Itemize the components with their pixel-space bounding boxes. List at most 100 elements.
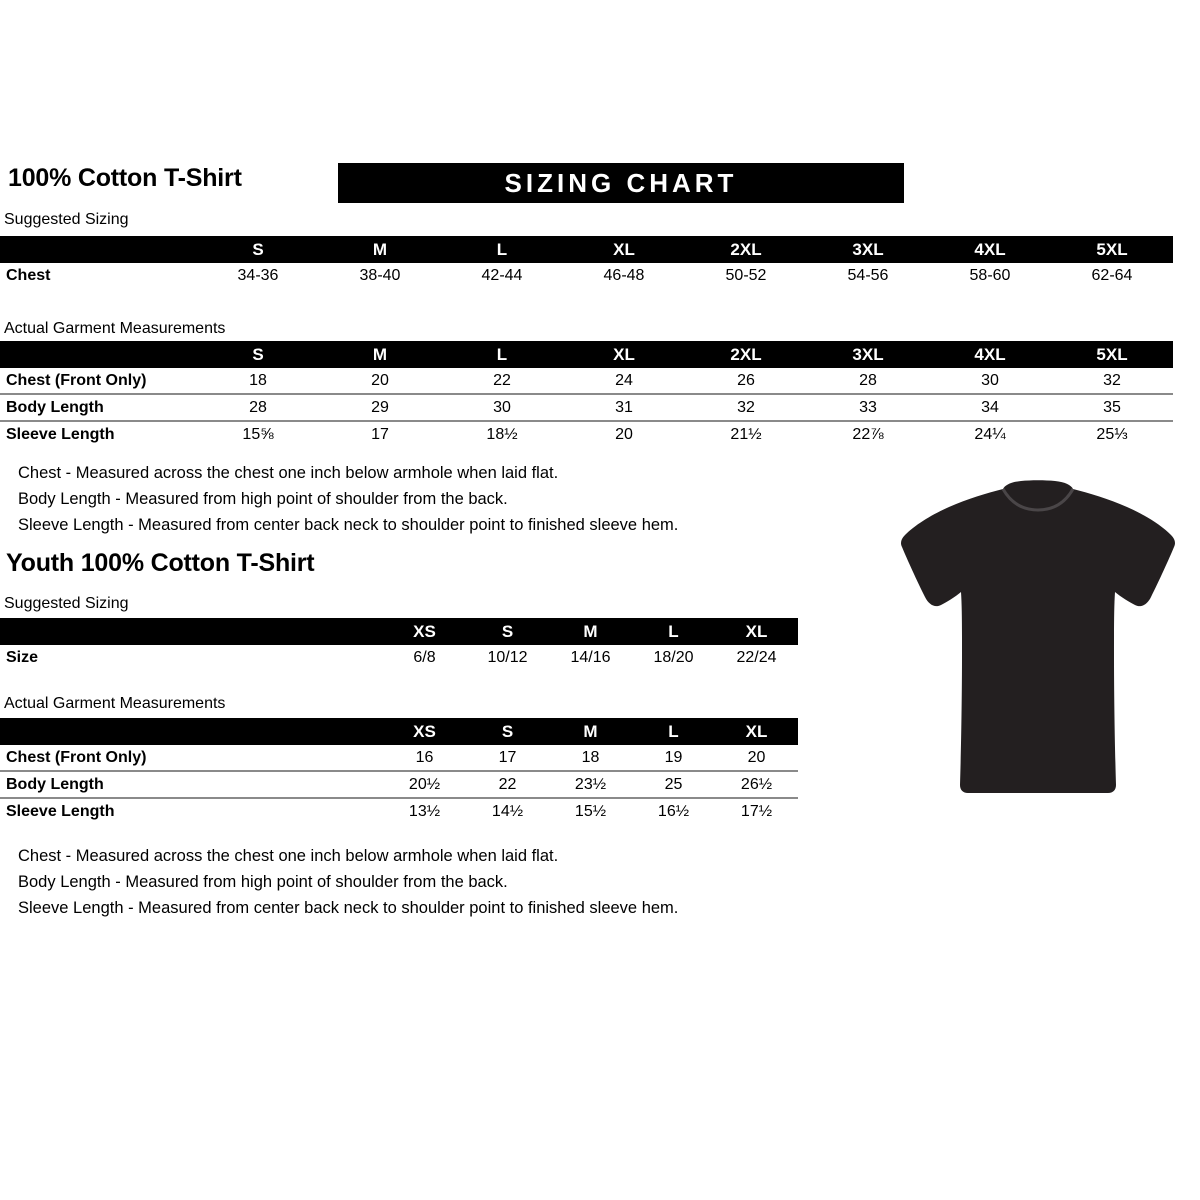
row-label: Body Length bbox=[0, 393, 197, 421]
measurement-cell: 17½ bbox=[715, 797, 798, 824]
adult-actual-measurements-table: S M L XL 2XL 3XL 4XL 5XL Chest (Front Only) 18 20 2… bbox=[0, 341, 1173, 447]
table-header-row: XS S M L XL bbox=[0, 618, 798, 645]
column-header-5xl: 5XL bbox=[1051, 341, 1173, 368]
adult-actual-measurements-label: Actual Garment Measurements bbox=[4, 320, 226, 337]
measurement-cell: 34-36 bbox=[237, 266, 279, 284]
column-header-2xl: 2XL bbox=[685, 236, 807, 263]
column-header-m: M bbox=[319, 236, 441, 263]
tshirt-body-shape bbox=[901, 480, 1175, 793]
column-header-4xl: 4XL bbox=[929, 236, 1051, 263]
table-row: Chest (Front Only) 16 17 18 19 20 bbox=[0, 745, 798, 771]
measurement-cell: 15⅝ bbox=[197, 420, 319, 447]
measurement-cell: 30 bbox=[981, 371, 999, 389]
column-header-l: L bbox=[441, 341, 563, 368]
measurement-cell: 18½ bbox=[441, 420, 563, 447]
table-row: Chest (Front Only) 18 20 22 24 26 28 30 32 bbox=[0, 368, 1173, 394]
row-label: Body Length bbox=[0, 770, 383, 798]
adult-suggested-sizing-table: S M L XL 2XL 3XL 4XL 5XL Chest 34-36 38-40 42-44 46-… bbox=[0, 236, 1173, 288]
measurement-cell: 30 bbox=[441, 393, 563, 421]
table-corner-cell bbox=[0, 618, 383, 645]
column-header-m: M bbox=[549, 618, 632, 645]
measurement-cell: 15½ bbox=[549, 797, 632, 824]
table-row: Chest 34-36 38-40 42-44 46-48 50-52 54-56 58-60… bbox=[0, 263, 1173, 288]
measurement-cell: 28 bbox=[197, 393, 319, 421]
column-header-l: L bbox=[441, 236, 563, 263]
measurement-cell: 20 bbox=[747, 748, 766, 766]
table-row: Body Length 28 29 30 31 32 33 34 35 bbox=[0, 393, 1173, 421]
column-header-s: S bbox=[466, 618, 549, 645]
measurement-cell: 33 bbox=[807, 393, 929, 421]
table-row: Size 6/8 10/12 14/16 18/20 22/24 bbox=[0, 645, 798, 670]
youth-measurement-notes: Chest - Measured across the chest one in… bbox=[18, 843, 678, 921]
column-header-xl: XL bbox=[715, 718, 798, 745]
measurement-cell: 28 bbox=[859, 371, 877, 389]
measurement-cell: 21½ bbox=[685, 420, 807, 447]
youth-actual-measurements-label: Actual Garment Measurements bbox=[4, 695, 226, 712]
table-corner-cell bbox=[0, 236, 197, 263]
measurement-cell: 26½ bbox=[715, 770, 798, 798]
column-header-xl: XL bbox=[715, 618, 798, 645]
measurement-cell: 17 bbox=[319, 420, 441, 447]
row-label: Chest (Front Only) bbox=[6, 371, 147, 389]
measurement-cell: 62-64 bbox=[1091, 266, 1133, 284]
sizing-chart-banner-text: SIZING CHART bbox=[504, 167, 738, 198]
adult-section-heading: 100% Cotton T-Shirt bbox=[8, 164, 242, 192]
row-label: Size bbox=[6, 648, 39, 666]
measurement-cell: 13½ bbox=[383, 797, 466, 824]
measurement-cell: 14½ bbox=[466, 797, 549, 824]
table-corner-cell bbox=[0, 341, 197, 368]
tshirt-collar-shape bbox=[1001, 488, 1075, 512]
column-header-xl: XL bbox=[563, 236, 685, 263]
adult-suggested-sizing-label: Suggested Sizing bbox=[4, 211, 129, 228]
measurement-cell: 16 bbox=[415, 748, 434, 766]
row-label: Sleeve Length bbox=[0, 797, 383, 824]
measurement-cell: 50-52 bbox=[725, 266, 767, 284]
measurement-cell: 25 bbox=[632, 770, 715, 798]
measurement-cell: 54-56 bbox=[847, 266, 889, 284]
youth-section-heading: Youth 100% Cotton T-Shirt bbox=[6, 549, 315, 577]
row-label: Chest bbox=[6, 266, 51, 284]
row-label: Sleeve Length bbox=[0, 420, 197, 447]
measurement-cell: 23½ bbox=[549, 770, 632, 798]
note-line: Chest - Measured across the chest one in… bbox=[18, 847, 559, 865]
note-line: Sleeve Length - Measured from center bac… bbox=[18, 516, 679, 534]
row-label: Chest (Front Only) bbox=[6, 748, 147, 766]
measurement-cell: 25⅓ bbox=[1051, 420, 1173, 447]
youth-suggested-sizing-table: XS S M L XL Size 6/8 10/12 14/16 18/20 22/24 bbox=[0, 618, 798, 670]
table-row: Body Length 20½ 22 23½ 25 26½ bbox=[0, 770, 798, 798]
measurement-cell: 24¼ bbox=[929, 420, 1051, 447]
measurement-cell: 42-44 bbox=[481, 266, 523, 284]
measurement-cell: 22⅞ bbox=[807, 420, 929, 447]
note-line: Body Length - Measured from high point o… bbox=[18, 490, 508, 508]
table-row: Sleeve Length 15⅝ 17 18½ 20 21½ 22⅞ 24¼ 25⅓ bbox=[0, 420, 1173, 447]
column-header-2xl: 2XL bbox=[685, 341, 807, 368]
measurement-cell: 46-48 bbox=[603, 266, 645, 284]
measurement-cell: 20½ bbox=[383, 770, 466, 798]
measurement-cell: 20 bbox=[371, 371, 389, 389]
measurement-cell: 34 bbox=[929, 393, 1051, 421]
column-header-s: S bbox=[197, 236, 319, 263]
column-header-m: M bbox=[549, 718, 632, 745]
column-header-s: S bbox=[466, 718, 549, 745]
table-header-row: S M L XL 2XL 3XL 4XL 5XL bbox=[0, 341, 1173, 368]
table-header-row: XS S M L XL bbox=[0, 718, 798, 745]
measurement-cell: 22 bbox=[493, 371, 511, 389]
sizing-chart-banner: SIZING CHART bbox=[338, 163, 904, 203]
table-row: Sleeve Length 13½ 14½ 15½ 16½ 17½ bbox=[0, 797, 798, 824]
measurement-cell: 16½ bbox=[632, 797, 715, 824]
column-header-xl: XL bbox=[563, 341, 685, 368]
adult-measurement-notes: Chest - Measured across the chest one in… bbox=[18, 460, 678, 538]
measurement-cell: 17 bbox=[498, 748, 517, 766]
measurement-cell: 32 bbox=[1103, 371, 1121, 389]
column-header-l: L bbox=[632, 618, 715, 645]
measurement-cell: 38-40 bbox=[359, 266, 401, 284]
youth-actual-measurements-table: XS S M L XL Chest (Front Only) 16 17 18 19 20 Body … bbox=[0, 718, 798, 824]
measurement-cell: 22/24 bbox=[736, 648, 777, 666]
table-corner-cell bbox=[0, 718, 383, 745]
column-header-3xl: 3XL bbox=[807, 236, 929, 263]
note-line: Sleeve Length - Measured from center bac… bbox=[18, 899, 679, 917]
column-header-l: L bbox=[632, 718, 715, 745]
measurement-cell: 6/8 bbox=[413, 648, 436, 666]
note-line: Body Length - Measured from high point o… bbox=[18, 873, 508, 891]
measurement-cell: 26 bbox=[737, 371, 755, 389]
